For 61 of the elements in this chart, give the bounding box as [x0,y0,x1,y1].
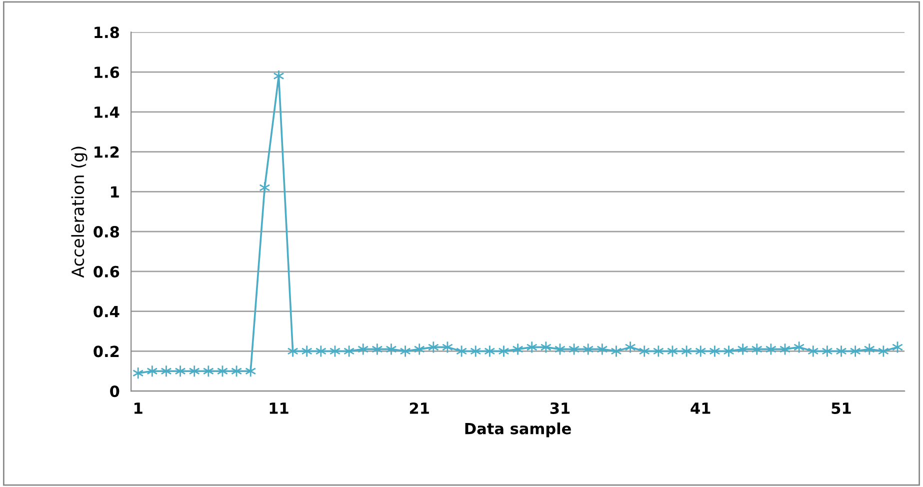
point [202,364,214,378]
point [245,364,256,378]
point [808,344,819,358]
point [498,344,510,358]
point [358,342,369,356]
point [146,364,158,378]
point [582,342,594,356]
point [652,344,664,358]
point [737,342,748,356]
y-tick-label: 0.4 [94,306,120,318]
point [540,340,552,354]
point [624,340,636,354]
point [315,344,326,358]
y-tick-label: 1 [111,186,119,198]
point [822,344,833,358]
x-axis-title: Data sample [465,422,571,438]
point [526,340,538,354]
x-tick-label: 21 [410,402,429,414]
point [610,344,622,358]
y-tick-label: 0.6 [94,266,120,278]
x-tick-label: 51 [832,402,851,414]
point [414,342,425,356]
point [372,342,383,356]
point [287,344,298,358]
point [484,344,496,358]
y-tick-label: 0 [110,386,120,398]
point [301,344,312,358]
point [174,364,186,378]
point [596,342,608,356]
y-tick-label: 0.8 [94,226,120,238]
y-tick-label: 1.2 [94,146,119,158]
y-tick-label: 0.2 [94,346,119,358]
point [259,181,270,194]
point [751,342,762,356]
point [864,342,875,356]
x-tick-label: 41 [690,402,710,414]
x-tick-label: 11 [270,402,288,414]
point [160,364,172,378]
point [723,344,734,358]
point [512,342,524,356]
y-tick-label: 1.4 [94,106,120,118]
point [386,342,397,356]
point [681,344,692,358]
point [428,340,439,354]
point [132,366,144,380]
point [765,342,776,356]
x-tick-label: 1 [134,402,142,414]
x-tick-label: 31 [550,402,570,414]
point [794,340,805,354]
point [638,344,650,358]
point [850,344,861,358]
point [568,342,580,356]
point [400,344,411,358]
y-axis-title: Acceleration (g) [71,146,88,278]
point [709,344,720,358]
y-tick-label: 1.8 [94,26,120,38]
point [695,344,706,358]
point [836,344,847,358]
point [188,364,200,378]
y-tick-label: 1.6 [94,66,120,78]
point [470,344,482,358]
